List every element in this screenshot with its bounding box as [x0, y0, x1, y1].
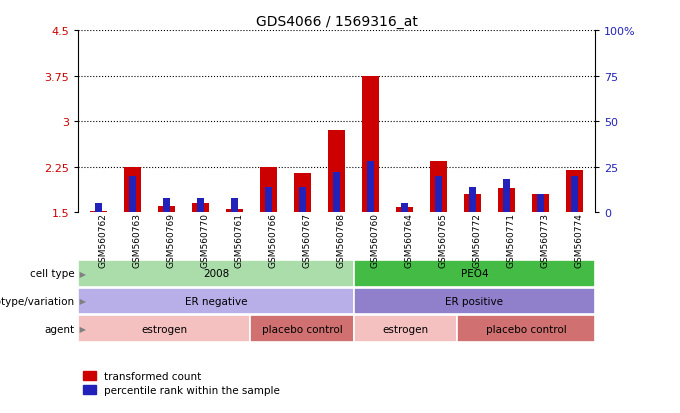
Text: GSM560761: GSM560761: [235, 213, 243, 268]
Text: cell type: cell type: [30, 268, 75, 279]
Text: GSM560763: GSM560763: [133, 213, 141, 268]
Bar: [231, 198, 238, 213]
Bar: [299, 187, 306, 213]
Bar: [532, 195, 549, 213]
Bar: [430, 161, 447, 213]
Bar: [354, 288, 595, 315]
Bar: [566, 170, 583, 213]
Title: GDS4066 / 1569316_at: GDS4066 / 1569316_at: [256, 14, 418, 28]
Bar: [401, 204, 408, 213]
Bar: [294, 173, 311, 213]
Text: agent: agent: [45, 324, 75, 334]
Bar: [265, 187, 272, 213]
Bar: [197, 198, 204, 213]
Text: GSM560768: GSM560768: [337, 213, 345, 268]
Bar: [78, 260, 354, 287]
Bar: [163, 198, 170, 213]
Bar: [78, 316, 250, 342]
Text: ▶: ▶: [77, 325, 86, 333]
Text: placebo control: placebo control: [486, 324, 566, 334]
Text: estrogen: estrogen: [141, 324, 188, 334]
Bar: [192, 204, 209, 213]
Text: GSM560760: GSM560760: [371, 213, 379, 268]
Bar: [129, 176, 136, 213]
Text: GSM560762: GSM560762: [99, 213, 107, 268]
Bar: [226, 210, 243, 213]
Bar: [354, 260, 595, 287]
Legend: transformed count, percentile rank within the sample: transformed count, percentile rank withi…: [84, 371, 280, 395]
Bar: [158, 206, 175, 213]
Text: GSM560772: GSM560772: [473, 213, 481, 268]
Text: GSM560766: GSM560766: [269, 213, 277, 268]
Text: estrogen: estrogen: [382, 324, 428, 334]
Text: PEO4: PEO4: [460, 268, 488, 279]
Bar: [396, 208, 413, 213]
Bar: [464, 195, 481, 213]
Text: GSM560764: GSM560764: [405, 213, 413, 268]
Text: GSM560773: GSM560773: [541, 213, 549, 268]
Bar: [354, 316, 457, 342]
Bar: [90, 211, 107, 213]
Text: placebo control: placebo control: [262, 324, 343, 334]
Bar: [571, 176, 578, 213]
Bar: [498, 188, 515, 213]
Text: GSM560770: GSM560770: [201, 213, 209, 268]
Bar: [367, 162, 374, 213]
Text: 2008: 2008: [203, 268, 229, 279]
Text: GSM560765: GSM560765: [439, 213, 447, 268]
Bar: [250, 316, 354, 342]
Bar: [537, 195, 544, 213]
Text: GSM560767: GSM560767: [303, 213, 311, 268]
Bar: [435, 176, 442, 213]
Bar: [95, 204, 102, 213]
Text: GSM560774: GSM560774: [575, 213, 583, 268]
Text: genotype/variation: genotype/variation: [0, 296, 75, 306]
Bar: [124, 167, 141, 213]
Bar: [328, 131, 345, 213]
Text: ▶: ▶: [77, 269, 86, 278]
Bar: [333, 173, 340, 213]
Text: ER positive: ER positive: [445, 296, 503, 306]
Text: ▶: ▶: [77, 297, 86, 306]
Bar: [503, 180, 510, 213]
Text: GSM560771: GSM560771: [507, 213, 515, 268]
Bar: [78, 288, 354, 315]
Bar: [260, 167, 277, 213]
Bar: [362, 76, 379, 213]
Text: GSM560769: GSM560769: [167, 213, 175, 268]
Text: ER negative: ER negative: [185, 296, 248, 306]
Bar: [469, 187, 476, 213]
Bar: [457, 316, 595, 342]
